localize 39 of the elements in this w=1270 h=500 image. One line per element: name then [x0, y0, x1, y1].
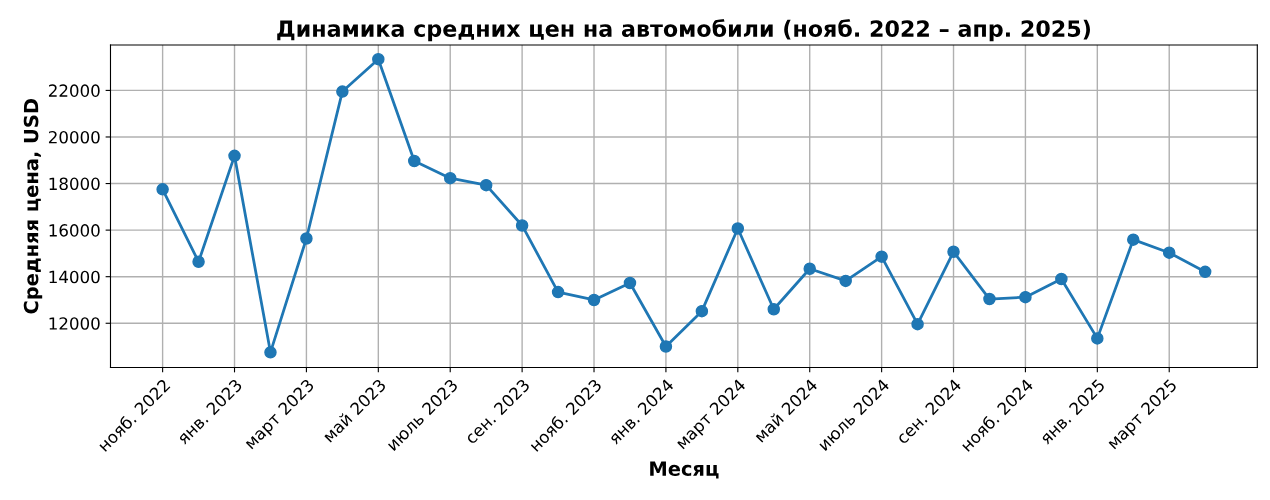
- point: [983, 292, 996, 306]
- chart-title: Динамика средних цен на автомобили (нояб. 2022 – апр. 2025): [277, 19, 1090, 42]
- point: [1198, 265, 1212, 279]
- point: [587, 293, 601, 307]
- point: [1127, 233, 1140, 246]
- point: [443, 171, 457, 185]
- y-tick-label: 18000: [49, 177, 100, 191]
- x-axis-title: Месяц: [650, 461, 719, 479]
- point: [192, 255, 205, 269]
- point: [408, 154, 421, 168]
- y-tick-label: 12000: [49, 317, 100, 330]
- point: [264, 346, 277, 359]
- point: [479, 178, 493, 192]
- point: [1162, 246, 1176, 259]
- y-tick-label: 20000: [48, 130, 100, 144]
- point: [336, 85, 349, 98]
- point: [659, 340, 673, 353]
- point: [1019, 290, 1032, 304]
- y-axis-title: Средняя цена, USD: [23, 99, 43, 314]
- point: [947, 245, 960, 259]
- point: [300, 232, 313, 245]
- point: [623, 276, 637, 290]
- point: [911, 317, 924, 331]
- point: [228, 149, 241, 163]
- point: [839, 274, 852, 288]
- point: [1091, 332, 1104, 345]
- point: [767, 303, 781, 316]
- y-tick-label: 16000: [49, 224, 100, 237]
- point: [695, 304, 709, 318]
- point: [731, 222, 745, 235]
- point: [551, 285, 565, 299]
- point: [803, 262, 816, 276]
- point: [372, 52, 385, 66]
- point: [156, 183, 169, 196]
- y-tick-label: 14000: [49, 270, 100, 284]
- point: [875, 250, 888, 263]
- y-tick-label: 22000: [48, 84, 100, 97]
- point: [515, 219, 529, 232]
- point: [1055, 272, 1068, 286]
